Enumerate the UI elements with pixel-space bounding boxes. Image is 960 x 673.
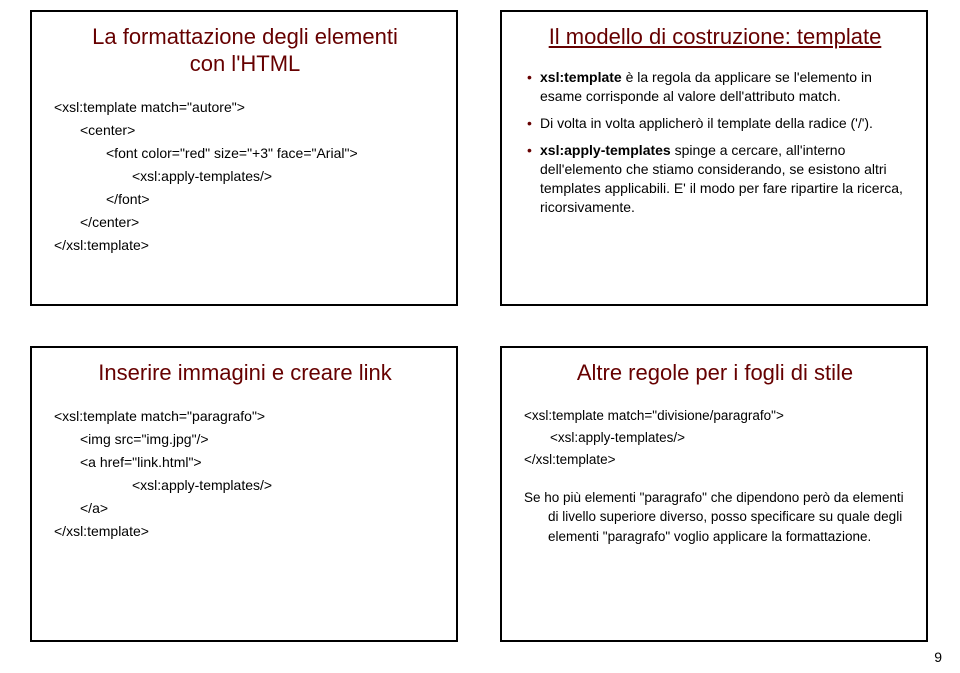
code-line: <font color="red" size="+3" face="Arial"…: [54, 142, 436, 165]
slide-title: Altre regole per i fogli di stile: [524, 360, 906, 387]
slide-bottom-left: Inserire immagini e creare link <xsl:tem…: [30, 346, 458, 642]
title-line-1: La formattazione degli elementi: [92, 24, 398, 49]
code-line: </xsl:template>: [54, 520, 436, 543]
slide-title: Inserire immagini e creare link: [54, 360, 436, 387]
code-block: <xsl:template match="paragrafo"> <img sr…: [54, 405, 436, 544]
paragraph: Se ho più elementi "paragrafo" che dipen…: [524, 488, 906, 547]
bold-term: xsl:apply-templates: [540, 142, 671, 158]
title-line-2: con l'HTML: [190, 51, 301, 76]
page-number: 9: [934, 649, 942, 665]
code-block: <xsl:template match="divisione/paragrafo…: [524, 405, 906, 472]
bullet-item: xsl:template è la regola da applicare se…: [524, 68, 906, 106]
slide-top-right: Il modello di costruzione: template xsl:…: [500, 10, 928, 306]
bold-term: xsl:template: [540, 69, 622, 85]
code-line: <xsl:apply-templates/>: [524, 427, 906, 449]
bullet-item: xsl:apply-templates spinge a cercare, al…: [524, 141, 906, 217]
code-line: <xsl:apply-templates/>: [54, 165, 436, 188]
code-line: </center>: [54, 211, 436, 234]
slide-title: La formattazione degli elementi con l'HT…: [54, 24, 436, 78]
code-line: <center>: [54, 119, 436, 142]
bullet-item: Di volta in volta applicherò il template…: [524, 114, 906, 133]
code-line: </xsl:template>: [524, 449, 906, 471]
code-line: <a href="link.html">: [54, 451, 436, 474]
code-line: </font>: [54, 188, 436, 211]
slide-bottom-right: Altre regole per i fogli di stile <xsl:t…: [500, 346, 928, 642]
code-line: </a>: [54, 497, 436, 520]
code-line: </xsl:template>: [54, 234, 436, 257]
bullet-text: Di volta in volta applicherò il template…: [540, 115, 873, 131]
code-line: <xsl:template match="divisione/paragrafo…: [524, 405, 906, 427]
code-block: <xsl:template match="autore"> <center> <…: [54, 96, 436, 258]
code-line: <xsl:template match="paragrafo">: [54, 405, 436, 428]
code-line: <xsl:apply-templates/>: [54, 474, 436, 497]
code-line: <img src="img.jpg"/>: [54, 428, 436, 451]
bullet-list: xsl:template è la regola da applicare se…: [524, 68, 906, 216]
slide-top-left: La formattazione degli elementi con l'HT…: [30, 10, 458, 306]
page: La formattazione degli elementi con l'HT…: [0, 0, 960, 673]
code-line: <xsl:template match="autore">: [54, 96, 436, 119]
slide-title: Il modello di costruzione: template: [524, 24, 906, 50]
